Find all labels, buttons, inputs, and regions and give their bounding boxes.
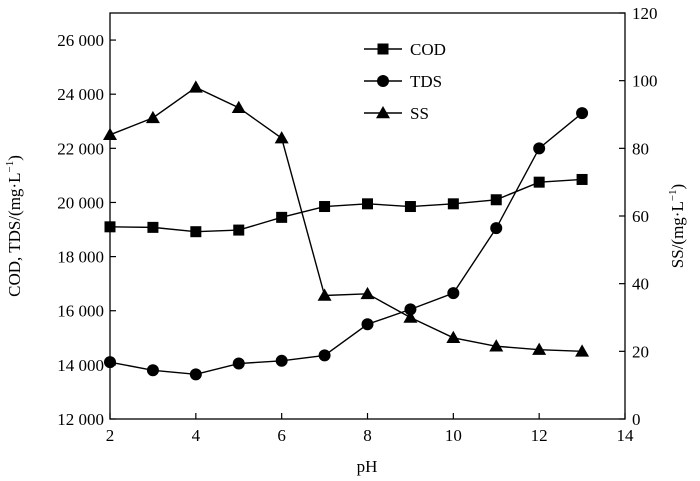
data-point-ss bbox=[231, 100, 246, 113]
y-left-tick-label: 18 000 bbox=[57, 248, 104, 267]
legend-item-cod: COD bbox=[364, 40, 446, 59]
data-point-ss bbox=[145, 110, 160, 124]
data-point-ss bbox=[403, 310, 418, 323]
data-point-ss bbox=[360, 286, 375, 300]
data-point-ss bbox=[317, 288, 332, 301]
data-point-tds bbox=[447, 287, 460, 300]
data-point-tds bbox=[404, 303, 417, 316]
data-point-tds bbox=[232, 357, 245, 370]
legend-marker-cod bbox=[377, 43, 389, 55]
legend-label: TDS bbox=[410, 72, 442, 91]
series-tds bbox=[104, 107, 589, 381]
y-left-tick-label: 24 000 bbox=[57, 85, 104, 104]
series-line-tds bbox=[109, 112, 583, 376]
data-point-tds bbox=[361, 318, 374, 331]
axis-labels: pH COD, TDS/(mg·L−1) SS/(mg·L−1) bbox=[4, 155, 687, 476]
data-point-tds bbox=[576, 107, 589, 120]
y-left-tick-label: 20 000 bbox=[57, 193, 104, 212]
y-right-tick-label: 60 bbox=[632, 207, 649, 226]
y-right-tick-label: 0 bbox=[632, 410, 641, 429]
y-axis-right-label: SS/(mg·L−1) bbox=[667, 184, 687, 268]
x-tick-label: 6 bbox=[277, 426, 286, 445]
legend: COD TDS SS bbox=[364, 40, 446, 123]
x-tick-label: 10 bbox=[445, 426, 462, 445]
y-axis-right-label-sup: −1 bbox=[667, 189, 679, 201]
x-tick-label: 4 bbox=[192, 426, 201, 445]
data-point-cod bbox=[490, 194, 502, 206]
series-line-cod bbox=[109, 178, 583, 233]
x-tick-label: 8 bbox=[363, 426, 372, 445]
y-axis-left-label-sup: −1 bbox=[4, 161, 16, 173]
data-point-tds bbox=[318, 349, 331, 362]
series-cod bbox=[104, 173, 588, 238]
y-right-tick-label: 20 bbox=[632, 342, 649, 361]
y-right-tick-label: 100 bbox=[632, 72, 658, 91]
data-point-cod bbox=[104, 221, 116, 233]
data-point-ss bbox=[103, 127, 117, 141]
legend-marker-tds bbox=[377, 75, 389, 87]
series-layer bbox=[103, 80, 590, 381]
data-point-cod bbox=[533, 176, 545, 188]
series-line-ss bbox=[109, 86, 583, 353]
x-tick-label: 12 bbox=[531, 426, 548, 445]
x-tick-label: 14 bbox=[617, 426, 635, 445]
data-point-ss bbox=[188, 80, 203, 93]
data-point-tds bbox=[275, 354, 288, 367]
legend-item-tds: TDS bbox=[364, 72, 442, 91]
y-right-tick-label: 40 bbox=[632, 275, 649, 294]
data-point-cod bbox=[147, 221, 159, 233]
y-left-tick-label: 26 000 bbox=[57, 31, 104, 50]
data-point-cod bbox=[404, 201, 416, 213]
data-point-cod bbox=[233, 224, 245, 236]
axes-layer: 2 4 6 8 10 12 14 12 000 14 000 16 000 18 000 20 000… bbox=[57, 4, 657, 445]
data-point-tds bbox=[104, 356, 116, 369]
legend-item-ss: SS bbox=[364, 104, 429, 123]
data-point-cod bbox=[190, 226, 202, 238]
y-left-tick-label: 16 000 bbox=[57, 302, 104, 321]
y-axis-left-label: COD, TDS/(mg·L−1) bbox=[4, 155, 24, 297]
legend-label: COD bbox=[410, 40, 446, 59]
x-axis-label: pH bbox=[357, 457, 378, 476]
data-point-ss bbox=[532, 342, 547, 355]
x-tick-label: 2 bbox=[106, 426, 115, 445]
y-right-tick-label: 120 bbox=[632, 4, 658, 23]
legend-label: SS bbox=[410, 104, 429, 123]
data-point-ss bbox=[575, 344, 590, 357]
y-left-tick-label: 22 000 bbox=[57, 139, 104, 158]
data-point-ss bbox=[489, 339, 504, 352]
legend-marker-ss bbox=[376, 106, 390, 119]
data-point-cod bbox=[362, 198, 373, 210]
y-right-tick-label: 80 bbox=[632, 139, 649, 158]
data-point-tds bbox=[490, 222, 503, 235]
series-ss bbox=[103, 80, 590, 357]
data-point-cod bbox=[576, 173, 588, 185]
data-point-tds bbox=[189, 368, 202, 381]
data-point-cod bbox=[276, 211, 288, 223]
y-left-tick-label: 14 000 bbox=[57, 356, 104, 375]
plot-frame bbox=[109, 12, 626, 420]
data-point-ss bbox=[446, 330, 461, 344]
data-point-ss bbox=[274, 131, 289, 144]
data-point-tds bbox=[146, 364, 159, 377]
data-point-cod bbox=[447, 198, 459, 210]
data-point-tds bbox=[533, 142, 546, 155]
y-left-tick-label: 12 000 bbox=[57, 410, 104, 429]
data-point-cod bbox=[319, 201, 331, 213]
